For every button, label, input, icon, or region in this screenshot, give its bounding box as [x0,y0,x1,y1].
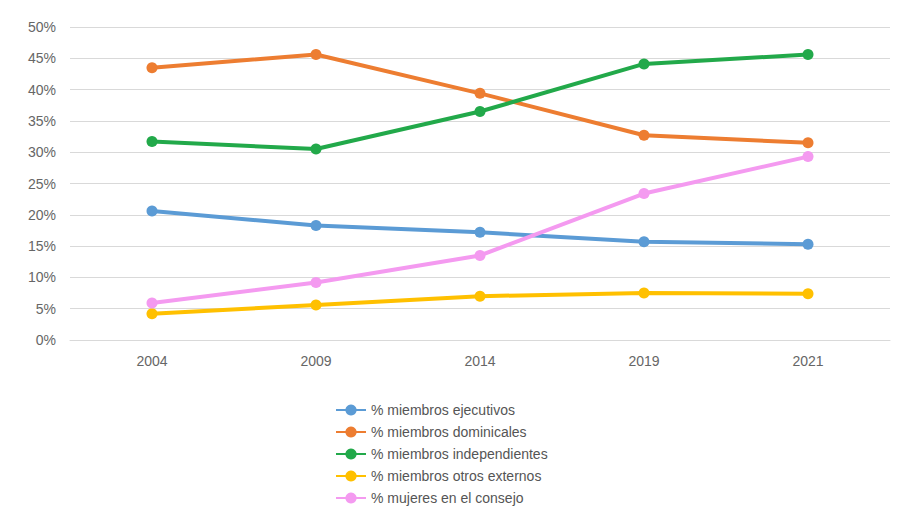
svg-text:0%: 0% [36,332,56,348]
svg-text:50%: 50% [28,19,56,35]
svg-text:2004: 2004 [136,353,167,369]
svg-text:35%: 35% [28,113,56,129]
svg-text:20%: 20% [28,207,56,223]
svg-text:5%: 5% [36,301,56,317]
svg-text:25%: 25% [28,176,56,192]
svg-text:% mujeres en el consejo: % mujeres en el consejo [371,490,524,506]
svg-text:% miembros ejecutivos: % miembros ejecutivos [371,402,515,418]
svg-text:40%: 40% [28,82,56,98]
svg-text:% miembros independientes: % miembros independientes [371,446,548,462]
svg-text:2021: 2021 [792,353,823,369]
svg-text:10%: 10% [28,269,56,285]
svg-text:2009: 2009 [300,353,331,369]
svg-text:2019: 2019 [628,353,659,369]
svg-text:15%: 15% [28,238,56,254]
svg-text:% miembros otros externos: % miembros otros externos [371,468,541,484]
svg-text:30%: 30% [28,144,56,160]
svg-text:2014: 2014 [464,353,495,369]
svg-text:45%: 45% [28,50,56,66]
svg-text:% miembros dominicales: % miembros dominicales [371,424,527,440]
